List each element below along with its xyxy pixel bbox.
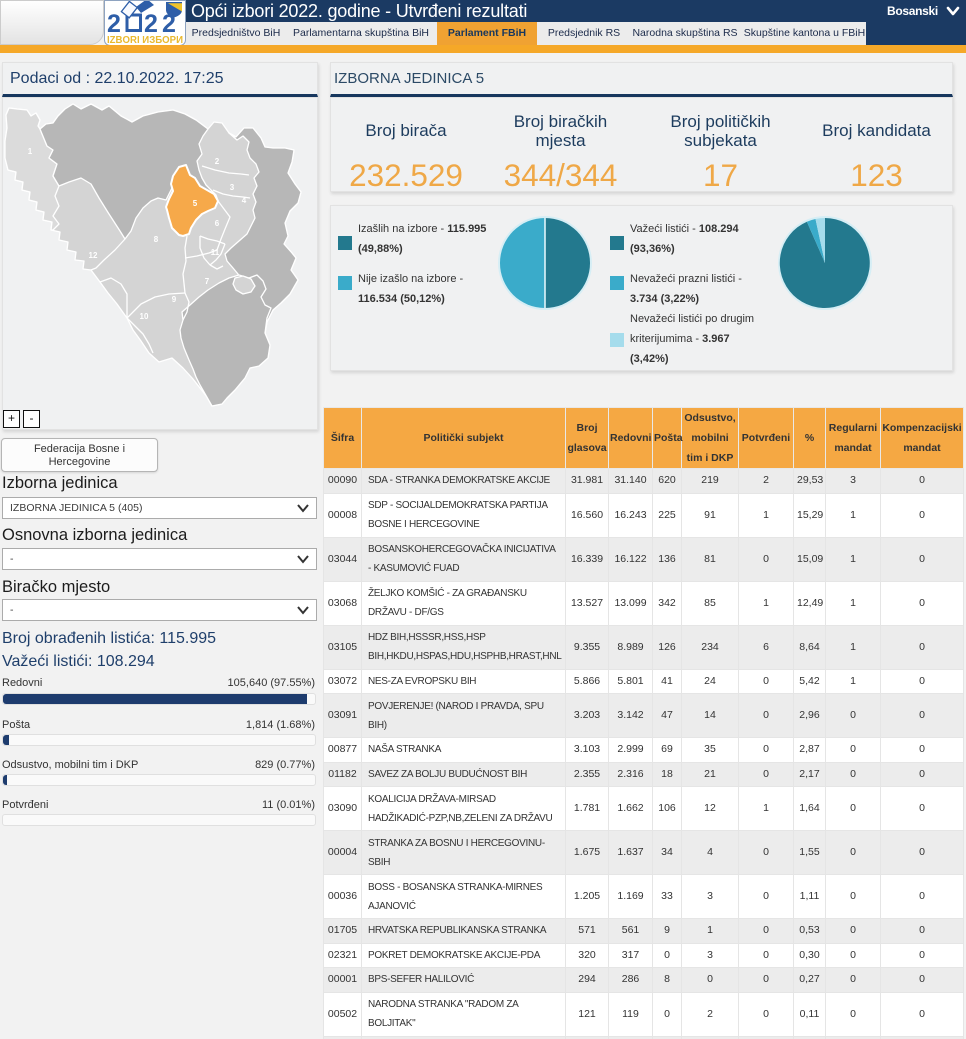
svg-text:1: 1 (28, 147, 33, 156)
svg-text:2: 2 (107, 10, 121, 38)
svg-text:4: 4 (242, 196, 247, 205)
svg-text:8: 8 (154, 235, 159, 244)
svg-text:11: 11 (211, 248, 220, 257)
svg-text:5: 5 (193, 199, 198, 208)
svg-text:IZBORI ИЗБОРИ: IZBORI ИЗБОРИ (107, 35, 183, 45)
svg-text:9: 9 (172, 295, 177, 304)
svg-text:3: 3 (230, 183, 235, 192)
svg-text:10: 10 (140, 312, 149, 321)
svg-text:2: 2 (144, 10, 158, 38)
svg-text:6: 6 (215, 219, 220, 228)
svg-text:12: 12 (89, 251, 98, 260)
svg-text:7: 7 (205, 277, 210, 286)
svg-text:2: 2 (215, 157, 220, 166)
svg-text:2: 2 (162, 10, 176, 38)
